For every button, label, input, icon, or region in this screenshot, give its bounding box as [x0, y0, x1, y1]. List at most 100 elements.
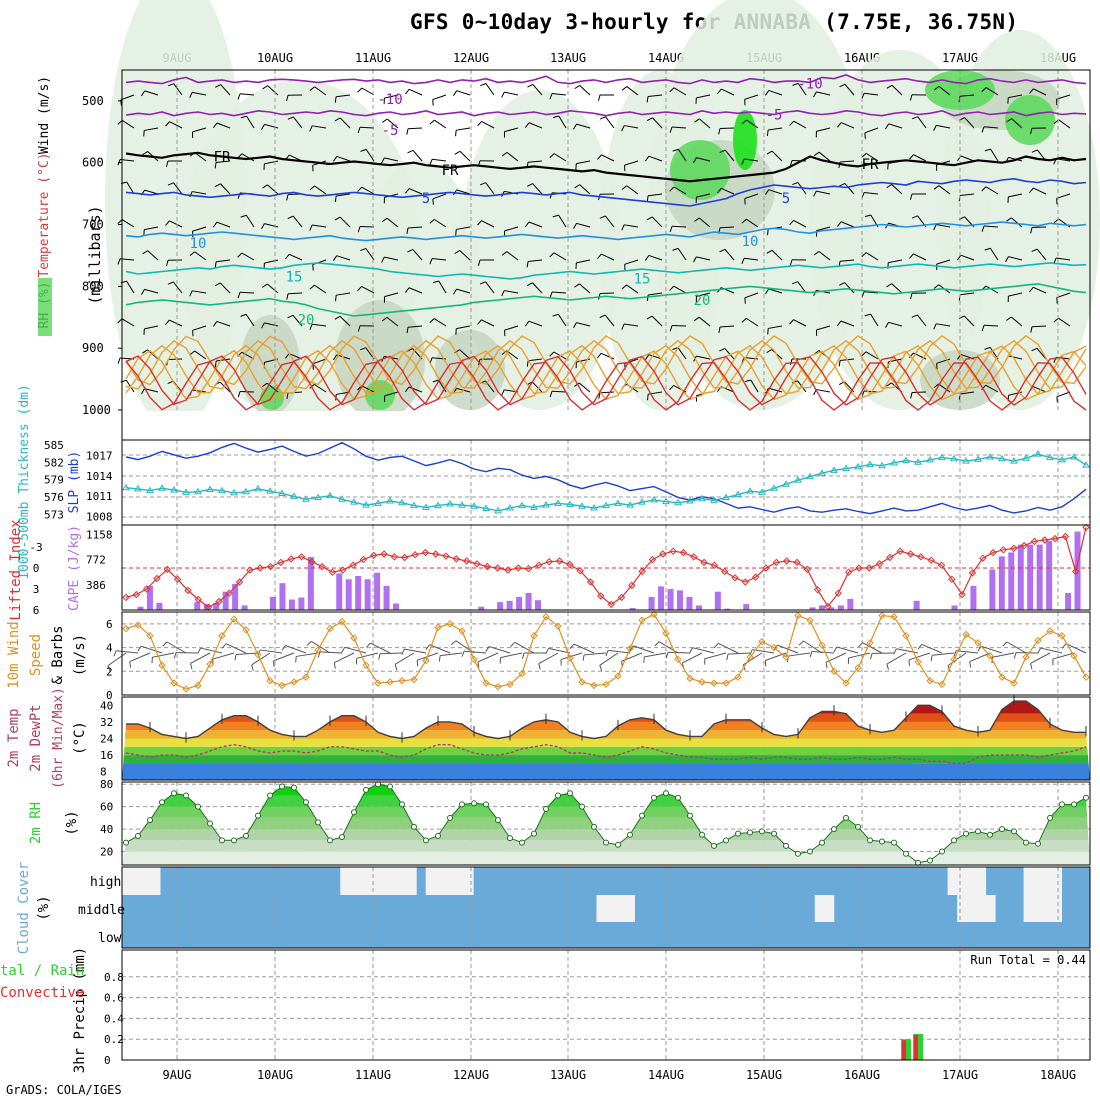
upper-wind-barb-2-26 — [741, 158, 759, 165]
upper-wind-barb-1-25 — [718, 127, 735, 135]
upper-wind-barb-8-14-shaft — [459, 349, 471, 360]
upper-wind-barb-9-10-shaft — [361, 385, 375, 393]
thickness-tick-3: 582 — [44, 456, 64, 469]
rh-marker-18 — [339, 833, 345, 840]
upper-wind-barb-0-18-shaft — [552, 93, 567, 96]
rh-marker-26 — [435, 832, 441, 839]
thickness-marker-42 — [626, 501, 634, 508]
upper-wind-barb-3-12 — [405, 188, 423, 195]
surface-wind-barb-61 — [833, 646, 859, 654]
upper-wind-barb-5-10-shaft — [365, 248, 375, 261]
upper-wind-barb-4-17-shaft — [528, 221, 543, 228]
upper-wind-barb-0-5-shaft — [240, 93, 255, 96]
precip-tick-0: 0 — [104, 1054, 111, 1067]
upper-wind-barb-4-4 — [212, 221, 231, 228]
wind-marker-79 — [1070, 652, 1078, 660]
upper-wind-barb-6-1-flag — [141, 289, 145, 295]
upper-wind-barb-4-5 — [240, 214, 255, 228]
surface-wind-barb-3-flag — [137, 645, 142, 652]
cape-bar-58 — [676, 590, 683, 610]
surface-wind-barb-52 — [726, 652, 751, 661]
upper-wind-barb-5-14-shaft — [459, 250, 471, 261]
upper-wind-barb-7-39-shaft — [1058, 317, 1071, 327]
upper-wind-barb-8-25 — [719, 347, 735, 360]
wind-marker-71 — [974, 639, 982, 647]
upper-wind-barb-6-21 — [621, 284, 639, 294]
upper-wind-barb-9-11-shaft — [384, 391, 399, 397]
surface-wind-barb-72 — [969, 652, 991, 668]
upper-wind-barb-4-26-shaft — [746, 218, 759, 228]
upper-wind-barb-2-30-shaft — [839, 160, 855, 163]
li-marker-36 — [493, 564, 502, 572]
wind-marker-54 — [770, 643, 778, 652]
surface-wind-barb-69 — [930, 652, 955, 662]
upper-wind-barb-6-37 — [1007, 292, 1023, 303]
upper-wind-barb-0-9-flag — [334, 96, 337, 103]
upper-wind-barb-2-36-flag — [984, 148, 991, 152]
temp-unit-label: (°C) — [72, 721, 88, 755]
upper-wind-barb-0-7 — [286, 94, 303, 102]
upper-wind-barb-7-32 — [885, 321, 903, 328]
precip-tick-3: 0.6 — [104, 992, 124, 1005]
upper-wind-barb-6-28-flag — [791, 281, 798, 285]
wind-marker-63 — [878, 611, 886, 620]
upper-wind-barb-0-27 — [764, 89, 783, 96]
upper-wind-barb-1-19-flag — [573, 123, 577, 130]
surface-wind-barb-40-flag — [582, 654, 585, 661]
surface-wind-barb-22 — [366, 642, 391, 654]
surface-wind-barb-49 — [689, 647, 715, 654]
upper-wind-barb-2-33-flag — [909, 154, 914, 160]
surface-wind-barb-51-flag — [713, 643, 719, 649]
thickness-marker-22 — [386, 497, 394, 504]
surface-wind-barb-64-flag — [870, 653, 873, 660]
rh-band-0 — [122, 851, 1090, 865]
rh-marker-31 — [495, 817, 501, 824]
wind-marker-1 — [134, 621, 142, 629]
upper-wind-barb-5-3-flag — [189, 251, 195, 256]
li-marker-22 — [349, 561, 357, 569]
rh-tick-1: 40 — [100, 823, 113, 836]
upper-wind-barb-7-25 — [718, 325, 735, 333]
upper-wind-barb-4-9-shaft — [339, 216, 351, 228]
upper-wind-barb-9-34-shaft — [938, 383, 951, 393]
li-marker-5 — [173, 575, 182, 583]
upper-wind-barb-4-36-shaft — [983, 225, 999, 228]
thickness-tick-4: 585 — [44, 439, 64, 452]
surface-wind-barb-24 — [394, 652, 415, 671]
surface-wind-barb-12-flag — [251, 664, 254, 671]
upper-wind-barb-1-29 — [815, 127, 831, 138]
upper-wind-barb-0-23-flag — [669, 87, 675, 93]
upper-wind-barb-7-21-flag — [621, 323, 625, 330]
surface-wind-barb-72-shaft — [969, 652, 991, 663]
wind-marker-27 — [446, 620, 454, 628]
surface-wind-barb-24-shaft — [394, 652, 415, 665]
surface-wind-barb-16-flag — [295, 656, 297, 663]
upper-wind-barb-7-25-shaft — [719, 325, 735, 328]
thickness-marker-18 — [338, 495, 346, 502]
bottom-date-label-9: 18AUG — [1040, 1068, 1076, 1082]
rh-marker-13 — [279, 783, 285, 790]
upper-wind-barb-2-12-flag — [407, 149, 414, 154]
upper-wind-barb-4-34 — [933, 224, 951, 231]
upper-wind-barb-6-7-shaft — [287, 292, 303, 295]
upper-wind-barb-4-29-shaft — [816, 226, 831, 232]
upper-wind-barb-8-31 — [861, 351, 879, 360]
upper-wind-barb-3-21-shaft — [626, 185, 639, 195]
upper-wind-barb-7-37-shaft — [1010, 316, 1023, 327]
upper-wind-barb-5-2 — [166, 259, 183, 267]
upper-wind-barb-7-35-shaft — [963, 315, 975, 327]
upper-wind-barb-5-7-flag — [285, 253, 290, 260]
upper-wind-barb-4-7-flag — [287, 215, 294, 220]
li-marker-55 — [690, 553, 698, 561]
thickness-marker-73 — [998, 454, 1006, 462]
surface-wind-barb-12 — [251, 652, 271, 671]
surface-wind-barb-77-shaft — [1030, 652, 1051, 664]
upper-wind-barb-2-25 — [719, 149, 735, 162]
upper-wind-barb-4-18-shaft — [558, 214, 567, 228]
cloud-cell-high-25 — [359, 867, 370, 895]
surface-wind-barb-58-shaft — [803, 640, 823, 654]
upper-wind-barb-9-5-flag — [237, 391, 241, 398]
upper-wind-barb-9-39-shaft — [1056, 391, 1071, 398]
upper-wind-barb-1-16 — [503, 127, 519, 138]
surface-wind-barb-77 — [1030, 652, 1051, 670]
